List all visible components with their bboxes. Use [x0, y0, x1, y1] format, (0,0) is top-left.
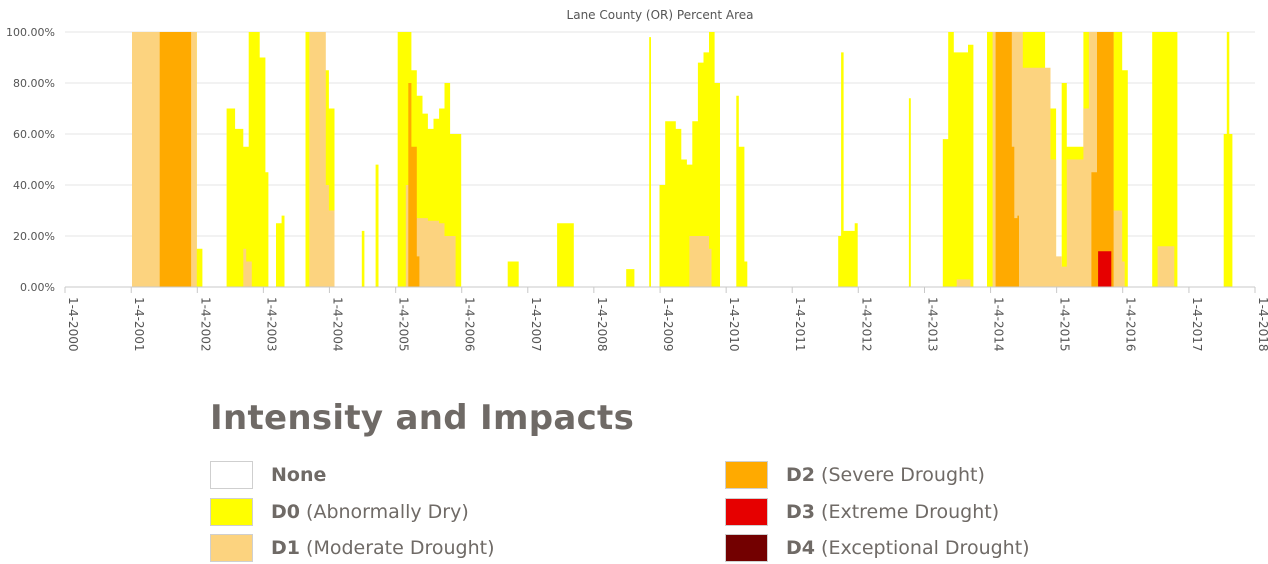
x-tick-label: 1-4-2000	[66, 297, 80, 351]
series-area-d0	[224, 32, 269, 287]
legend-item-d1: D1 (Moderate Drought)	[210, 534, 495, 562]
x-tick-label: 1-4-2004	[330, 297, 344, 351]
drought-area-chart: Lane County (OR) Percent Area 0.00% 20.00…	[6, 8, 1268, 351]
legend-desc: (Extreme Drought)	[821, 501, 1000, 523]
x-tick-label: 1-4-2011	[793, 297, 807, 351]
x-tick-label: 1-4-2015	[1058, 297, 1072, 351]
legend-desc: (Severe Drought)	[821, 464, 985, 486]
legend-desc: (Moderate Drought)	[306, 537, 495, 559]
series-area-d1	[953, 279, 971, 287]
legend-item-d3: D3 (Extreme Drought)	[725, 498, 999, 526]
legend-code: D2	[786, 464, 815, 486]
y-tick-label: 0.00%	[20, 281, 55, 294]
legend-item-none: None	[210, 461, 326, 489]
series-area-d0	[1149, 32, 1178, 287]
x-axis-ticks: 1-4-2000 1-4-2001 1-4-2002 1-4-2003 1-4-2004…	[64, 286, 1268, 351]
x-tick-label: 1-4-2008	[595, 297, 609, 351]
legend-code: D3	[786, 501, 815, 523]
series-area-d0	[659, 32, 720, 287]
series-area-d0	[505, 261, 519, 287]
legend-desc: (Abnormally Dry)	[306, 501, 469, 523]
legend-swatch-d2	[725, 461, 768, 489]
x-tick-label: 1-4-2003	[264, 297, 278, 351]
series-area-d2	[1088, 32, 1114, 287]
x-tick-label: 1-4-2002	[198, 297, 212, 351]
x-tick-label: 1-4-2016	[1124, 297, 1138, 351]
x-tick-label: 1-4-2001	[132, 297, 146, 351]
x-tick-label: 1-4-2014	[992, 297, 1006, 351]
series-area-d0	[276, 215, 285, 287]
series-areas	[130, 32, 1233, 288]
y-tick-label: 60.00%	[13, 128, 55, 141]
legend-code: D0	[271, 501, 300, 523]
y-tick-label: 20.00%	[13, 230, 55, 243]
series-area-d0	[835, 52, 858, 288]
x-tick-label: 1-4-2010	[727, 297, 741, 351]
legend-item-d2: D2 (Severe Drought)	[725, 461, 985, 489]
x-tick-label: 1-4-2007	[529, 297, 543, 351]
x-tick-label: 1-4-2012	[859, 297, 873, 351]
series-area-d2	[158, 32, 192, 287]
x-tick-label: 1-4-2005	[397, 297, 411, 351]
legend-code: D1	[271, 537, 300, 559]
series-area-d0	[648, 37, 651, 287]
legend-swatch-d1	[210, 534, 253, 562]
legend-swatch-none	[210, 461, 253, 489]
series-area-d0	[358, 230, 365, 287]
series-area-d2	[992, 32, 1019, 287]
legend-swatch-d0	[210, 498, 253, 526]
x-tick-label: 1-4-2017	[1190, 297, 1204, 351]
y-tick-label: 80.00%	[13, 77, 55, 90]
x-tick-label: 1-4-2013	[926, 297, 940, 351]
series-area-d2	[405, 83, 420, 287]
x-tick-label: 1-4-2006	[463, 297, 477, 351]
series-area-d0	[554, 223, 574, 287]
y-tick-label: 40.00%	[13, 179, 55, 192]
series-area-d1	[306, 32, 335, 287]
series-area-d0	[733, 95, 748, 287]
series-area-d1	[990, 32, 1125, 287]
series-area-d0	[1221, 32, 1233, 287]
series-area-d0	[940, 32, 974, 287]
legend-swatch-d4	[725, 534, 768, 562]
legend-item-d0: D0 (Abnormally Dry)	[210, 498, 469, 526]
y-tick-label: 100.00%	[6, 26, 55, 39]
legend-swatch-d3	[725, 498, 768, 526]
series-area-d1	[686, 236, 712, 287]
series-area-d1	[240, 248, 252, 287]
series-area-d3	[1097, 251, 1112, 287]
chart-title: Lane County (OR) Percent Area	[567, 8, 754, 22]
legend-code: D4	[786, 537, 815, 559]
legend-title: Intensity and Impacts	[210, 398, 635, 438]
series-area-d0	[373, 164, 379, 287]
y-axis-ticks: 0.00% 20.00% 40.00% 60.00% 80.00% 100.00%	[6, 26, 55, 294]
x-tick-label: 1-4-2018	[1256, 297, 1268, 351]
legend-desc: (Exceptional Drought)	[821, 537, 1030, 559]
legend-code: None	[271, 464, 327, 486]
legend-item-d4: D4 (Exceptional Drought)	[725, 534, 1030, 562]
series-area-d0	[907, 98, 911, 287]
series-area-d1	[1155, 246, 1175, 287]
series-area-d0	[623, 269, 635, 287]
x-tick-label: 1-4-2009	[661, 297, 675, 351]
